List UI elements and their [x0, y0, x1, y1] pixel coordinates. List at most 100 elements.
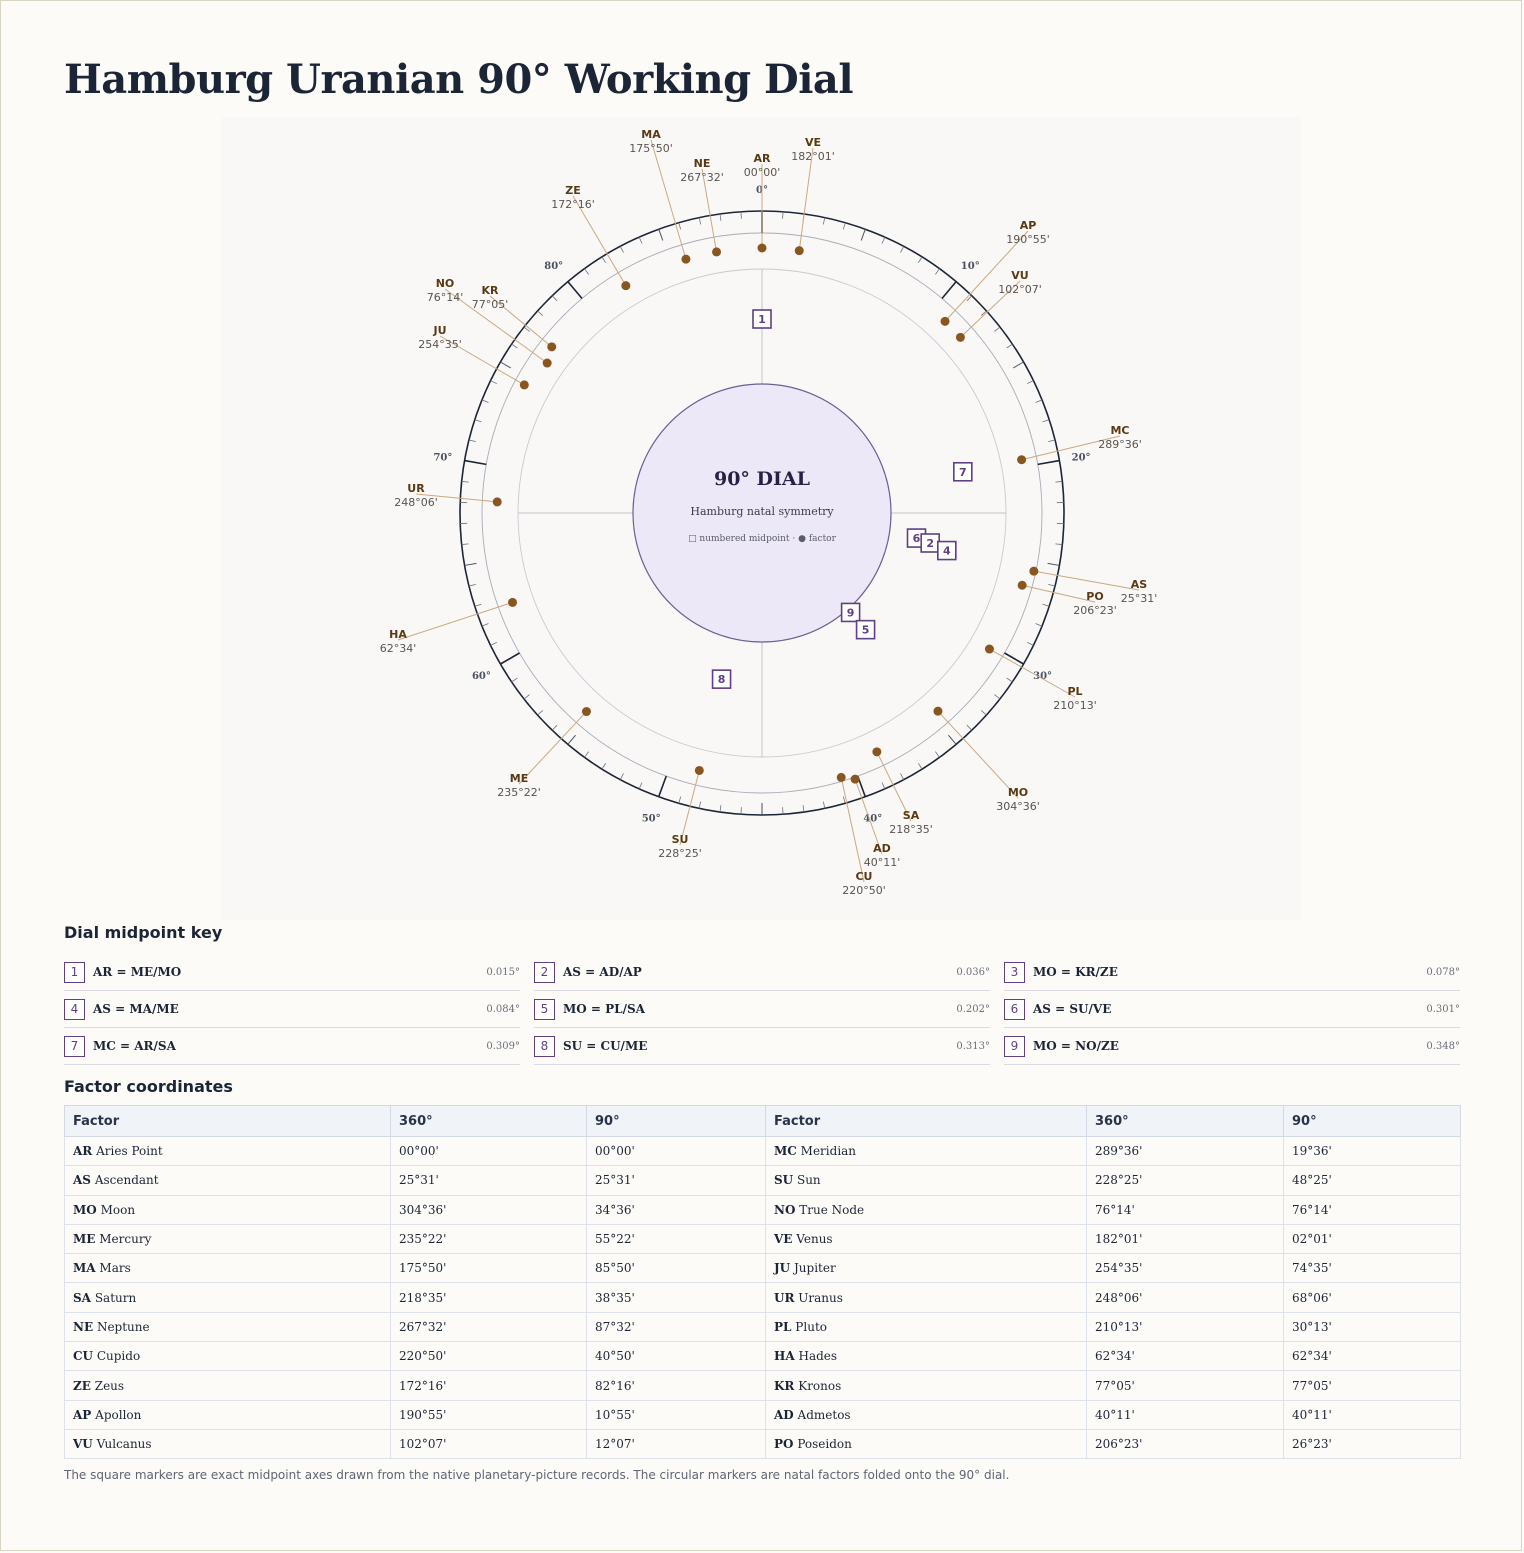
dial-tick	[511, 343, 518, 349]
factor-name-cell: MA Mars	[64, 1253, 391, 1284]
factor-value-label: 40°11'	[864, 856, 901, 869]
factor-name-cell: VE Venus	[765, 1223, 1087, 1255]
midpoint-marker: 7	[953, 461, 973, 482]
factor-abbr-label: AR	[754, 152, 772, 165]
midpoint-key-item: 5 MO = PL/SA 0.202°	[534, 991, 990, 1028]
dial-degree-label: 70°	[433, 453, 452, 464]
factor-abbr: JU	[774, 1261, 791, 1276]
dial-tick	[1035, 399, 1043, 403]
dial-degree-label: 80°	[544, 261, 563, 272]
factor-leader-line	[876, 751, 912, 822]
midpoint-square	[953, 461, 973, 482]
factor-name-cell: NE Neptune	[64, 1311, 391, 1343]
factor-abbr-label: ME	[510, 772, 528, 785]
factor-leader-line	[518, 711, 587, 785]
midpoint-key-expression: MO = KR/ZE	[1033, 965, 1118, 979]
dial-tick	[1026, 641, 1034, 646]
factor-abbr-label: KR	[482, 284, 500, 297]
factor-90-cell: 10°55'	[586, 1399, 766, 1430]
factor-abbr: ZE	[73, 1378, 91, 1393]
midpoint-key-expression: AS = AD/AP	[563, 965, 642, 979]
factor-abbr-label: VU	[1011, 269, 1028, 282]
factor-90-cell: 55°22'	[586, 1223, 766, 1255]
factor-name: Meridian	[800, 1144, 857, 1159]
factor-90-cell: 74°35'	[1283, 1253, 1461, 1284]
factor-abbr-label: SA	[903, 809, 920, 822]
midpoint-key-number: 2	[534, 961, 555, 983]
factor-90-cell: 82°16'	[586, 1370, 766, 1401]
factor-abbr: NO	[774, 1202, 796, 1217]
factor-name-cell: MO Moon	[64, 1194, 391, 1225]
factor-abbr-label: PL	[1067, 685, 1082, 698]
dial-tick	[567, 281, 583, 300]
factor-value-label: 77°05'	[472, 298, 509, 311]
dial-tick	[500, 652, 520, 665]
factor-name-cell: AR Aries Point	[64, 1135, 391, 1167]
factor-dot	[850, 774, 860, 784]
factor-360-cell: 206°23'	[1086, 1428, 1284, 1460]
dial-tick	[1012, 361, 1024, 369]
factor-abbr: MO	[73, 1202, 97, 1217]
factor-abbr: SU	[774, 1173, 794, 1188]
factor-value-label: 267°32'	[680, 171, 724, 184]
dial-tick	[900, 773, 905, 780]
midpoint-number: 8	[718, 673, 726, 686]
midpoint-key-orb: 0.202°	[956, 1003, 990, 1015]
factor-name: Neptune	[96, 1319, 150, 1334]
dial-tick	[461, 481, 469, 483]
table-header-row: Factor 360° 90° Factor 360° 90°	[64, 1105, 1461, 1137]
factor-360-cell: 289°36'	[1086, 1135, 1284, 1167]
factor-name-cell: AD Admetos	[765, 1399, 1087, 1430]
factor-abbr-label: SU	[672, 833, 689, 846]
factor-name-cell: JU Jupiter	[765, 1253, 1087, 1284]
dial-tick	[601, 762, 607, 770]
dial-center-subtitle: Hamburg natal symmetry	[690, 505, 834, 518]
midpoint-number: 2	[926, 537, 934, 550]
dial-tick	[1006, 677, 1013, 683]
dial-tick	[490, 380, 498, 385]
factor-360-cell: 00°00'	[390, 1135, 587, 1167]
factor-90-cell: 02°01'	[1283, 1223, 1461, 1255]
factor-name-cell: CU Cupido	[64, 1341, 391, 1372]
dial-center-disc	[632, 383, 892, 643]
dial-tick	[966, 724, 973, 731]
dial-center-title: 90° DIAL	[714, 468, 810, 490]
factor-abbr: SA	[73, 1290, 91, 1305]
table-row: VU Vulcanus 102°07' 12°07' PO Poseidon 206°2…	[64, 1428, 1461, 1460]
table-row: NE Neptune 267°32' 87°32' PL Pluto 210°13' 30…	[64, 1311, 1461, 1343]
factor-name-cell: MC Meridian	[765, 1135, 1087, 1167]
factor-dot	[872, 747, 882, 757]
factor-dot	[542, 358, 552, 368]
factor-name: Moon	[100, 1202, 136, 1217]
factor-leader-line	[489, 295, 553, 348]
midpoint-marker: 2	[920, 533, 940, 553]
dial-tick	[917, 762, 923, 770]
factor-dot	[757, 243, 767, 253]
dial-tick	[537, 710, 544, 716]
midpoint-marker: 9	[840, 602, 861, 623]
factor-360-cell: 228°25'	[1086, 1165, 1284, 1196]
factor-name-cell: PL Pluto	[765, 1311, 1087, 1343]
factor-name: Poseidon	[797, 1437, 852, 1452]
factor-abbr: MC	[774, 1144, 797, 1159]
midpoint-key-orb: 0.348°	[1426, 1040, 1460, 1052]
dial-tick	[948, 734, 957, 745]
factor-name: Kronos	[798, 1378, 842, 1393]
factor-360-cell: 220°50'	[390, 1341, 587, 1372]
midpoint-key-item: 4 AS = MA/ME 0.084°	[64, 991, 520, 1028]
factor-90-cell: 25°31'	[586, 1165, 766, 1196]
midpoint-marker: 4	[937, 540, 957, 561]
factor-name: Mars	[99, 1261, 131, 1276]
factor-name: Jupiter	[793, 1261, 836, 1276]
midpoint-key-number: 3	[1004, 961, 1025, 983]
midpoint-square	[855, 619, 876, 640]
dial-tick	[584, 268, 589, 275]
factor-value-label: 228°25'	[658, 847, 702, 860]
factor-360-cell: 182°01'	[1086, 1223, 1284, 1255]
midpoint-key-number: 9	[1004, 1035, 1025, 1057]
midpoint-square	[840, 602, 861, 623]
factor-360-cell: 254°35'	[1086, 1253, 1284, 1284]
factor-value-label: 76°14'	[427, 291, 464, 304]
factor-name: Admetos	[797, 1407, 851, 1422]
factor-90-cell: 00°00'	[586, 1135, 766, 1167]
